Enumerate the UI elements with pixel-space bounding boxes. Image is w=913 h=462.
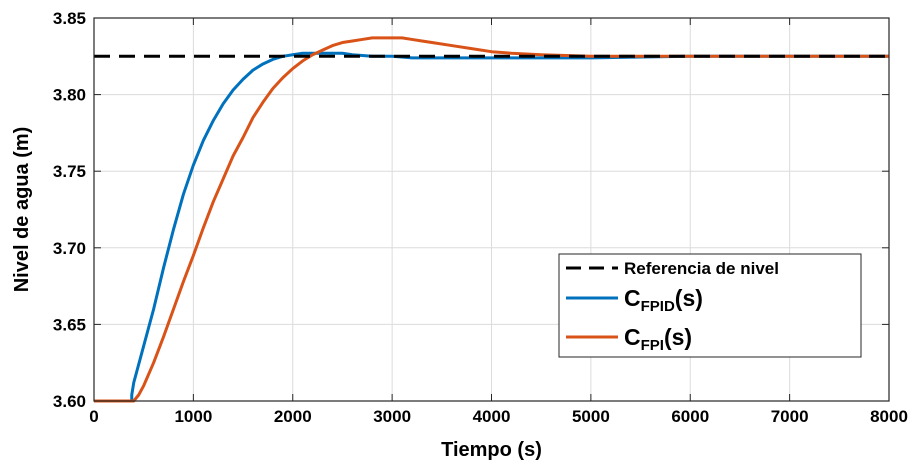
legend-label: CFPID(s)	[624, 285, 703, 315]
series-lines	[94, 36, 889, 403]
y-tick-label: 3.85	[53, 9, 86, 28]
legend-label: CFPI(s)	[624, 324, 692, 354]
cfpid-line	[94, 51, 889, 403]
x-tick-label: 1000	[174, 407, 212, 426]
legend-box	[558, 253, 862, 358]
x-axis-label: Tiempo (s)	[441, 439, 542, 461]
axis-ticks: 0 1000 2000 3000 4000 5000 6000 7000 8000 3.60 3.6…	[53, 9, 908, 426]
x-tick-label: 0	[89, 407, 98, 426]
x-tick-label: 7000	[771, 407, 809, 426]
x-tick-label: 2000	[274, 407, 312, 426]
y-tick-label: 3.60	[53, 392, 86, 411]
legend: Referencia de nivel CFPID(s) CFPI(s)	[558, 253, 862, 358]
x-tick-label: 5000	[572, 407, 610, 426]
cfpi-line	[94, 36, 889, 403]
x-tick-label: 3000	[373, 407, 411, 426]
y-tick-label: 3.80	[53, 86, 86, 105]
x-tick-label: 4000	[473, 407, 511, 426]
y-tick-label: 3.70	[53, 239, 86, 258]
legend-label: Referencia de nivel	[624, 259, 779, 278]
y-tick-label: 3.65	[53, 315, 86, 334]
x-tick-label: 6000	[671, 407, 709, 426]
y-axis-label: Nivel de agua (m)	[11, 127, 33, 293]
x-tick-label: 8000	[870, 407, 908, 426]
y-tick-label: 3.75	[53, 162, 86, 181]
